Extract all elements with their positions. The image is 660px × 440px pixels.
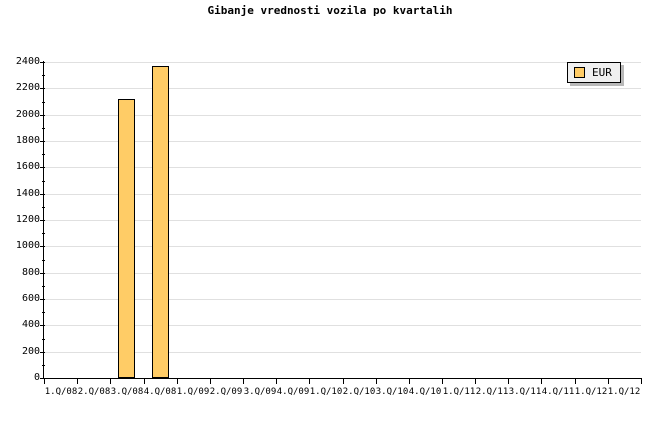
gridline (44, 141, 641, 142)
x-axis-tick (541, 379, 542, 384)
y-axis-tick (40, 194, 45, 195)
x-axis-tick-label: 1.Q/12 (574, 387, 608, 397)
y-axis-tick-label: 800 (21, 267, 40, 278)
x-axis-tick (343, 379, 344, 384)
x-axis-tick-label: 4.Q/11 (541, 387, 575, 397)
x-axis-tick-label: 1.Q/10 (309, 387, 343, 397)
y-axis-tick (40, 273, 45, 274)
y-axis-tick (40, 220, 45, 221)
y-axis-tick (40, 141, 45, 142)
gridline (44, 194, 641, 195)
y-axis-tick-label: 0 (33, 372, 40, 383)
x-axis-tick-label: 4.Q/09 (276, 387, 310, 397)
y-axis-minor-tick (42, 207, 45, 208)
x-axis-tick (210, 379, 211, 384)
gridline (44, 88, 641, 89)
x-axis-tick (608, 379, 609, 384)
plot-area (44, 62, 641, 378)
x-axis-tick (309, 379, 310, 384)
y-axis-tick-label: 1400 (15, 188, 40, 199)
y-axis-tick (40, 352, 45, 353)
x-axis-tick-label: 4.Q/10 (408, 387, 442, 397)
gridline (44, 325, 641, 326)
x-axis-tick-label: 1.Q/09 (176, 387, 210, 397)
x-axis-tick (475, 379, 476, 384)
x-axis-line (43, 378, 642, 379)
x-axis-tick (376, 379, 377, 384)
y-axis-minor-tick (42, 75, 45, 76)
x-axis-tick (110, 379, 111, 384)
x-axis-tick (177, 379, 178, 384)
x-axis-tick-label: 3.Q/11 (508, 387, 542, 397)
y-axis-minor-tick (42, 339, 45, 340)
x-axis-tick-label: 3.Q/09 (243, 387, 277, 397)
chart-title: Gibanje vrednosti vozila po kvartalih (207, 4, 453, 17)
x-axis-tick-label: 2.Q/11 (475, 387, 509, 397)
gridline (44, 246, 641, 247)
x-axis-tick (508, 379, 509, 384)
y-axis-labels: 0 200 400 600 800 1000 1200 1400 1600 1800 2000 220… (0, 57, 45, 383)
y-axis-tick-label: 1000 (15, 240, 40, 251)
y-axis-minor-tick (42, 233, 45, 234)
x-axis-tick (243, 379, 244, 384)
x-axis-tick-label: 3.Q/08 (110, 387, 144, 397)
y-axis-tick (40, 167, 45, 168)
x-axis-ticks (44, 379, 642, 385)
gridline (44, 115, 641, 116)
y-axis-tick (40, 378, 45, 379)
y-axis-tick (40, 88, 45, 89)
x-axis-tick-label: 2.Q/08 (77, 387, 111, 397)
legend-swatch-eur (574, 67, 585, 78)
x-axis-tick-label: 2.Q/10 (342, 387, 376, 397)
y-axis-tick (40, 115, 45, 116)
y-axis-minor-tick (42, 102, 45, 103)
y-axis-tick-label: 2000 (15, 109, 40, 120)
gridline (44, 220, 641, 221)
bar[interactable] (152, 66, 169, 378)
y-axis-tick-label: 2400 (15, 56, 40, 67)
x-axis-tick-label: 1.Q/12 (607, 387, 641, 397)
gridline (44, 273, 641, 274)
x-axis-tick (442, 379, 443, 384)
y-axis-tick-label: 200 (21, 346, 40, 357)
x-axis-tick-label: 1.Q/11 (442, 387, 476, 397)
x-axis-tick (77, 379, 78, 384)
y-axis-tick (40, 62, 45, 63)
legend[interactable]: EUR (567, 62, 621, 83)
x-axis-tick-label: 3.Q/10 (375, 387, 409, 397)
x-axis-tick (575, 379, 576, 384)
x-axis-tick-label: 4.Q/08 (143, 387, 177, 397)
x-axis-tick (44, 379, 45, 384)
y-axis-tick (40, 325, 45, 326)
gridline (44, 352, 641, 353)
y-axis-minor-tick (42, 260, 45, 261)
y-axis-tick (40, 246, 45, 247)
y-axis-tick-label: 600 (21, 293, 40, 304)
x-axis-labels: 1.Q/08 2.Q/08 3.Q/08 4.Q/08 1.Q/09 2.Q/09 3.Q/… (44, 386, 641, 402)
legend-label-eur: EUR (592, 66, 612, 79)
x-axis-tick (144, 379, 145, 384)
y-axis-tick (40, 299, 45, 300)
y-axis-tick-label: 1600 (15, 161, 40, 172)
y-axis-minor-tick (42, 181, 45, 182)
y-axis-tick-label: 1200 (15, 214, 40, 225)
gridline (44, 299, 641, 300)
y-axis-tick-label: 1800 (15, 135, 40, 146)
y-axis-minor-tick (42, 365, 45, 366)
y-axis-minor-tick (42, 286, 45, 287)
y-axis-minor-tick (42, 154, 45, 155)
y-axis-minor-tick (42, 128, 45, 129)
gridline (44, 62, 641, 63)
x-axis-tick (276, 379, 277, 384)
x-axis-tick-label: 2.Q/09 (209, 387, 243, 397)
y-axis-tick-label: 2200 (15, 82, 40, 93)
y-axis-minor-tick (42, 312, 45, 313)
y-axis-tick-label: 400 (21, 319, 40, 330)
x-axis-tick (641, 379, 642, 384)
x-axis-tick (409, 379, 410, 384)
x-axis-tick-label: 1.Q/08 (44, 387, 78, 397)
gridline (44, 167, 641, 168)
bar[interactable] (118, 99, 135, 378)
